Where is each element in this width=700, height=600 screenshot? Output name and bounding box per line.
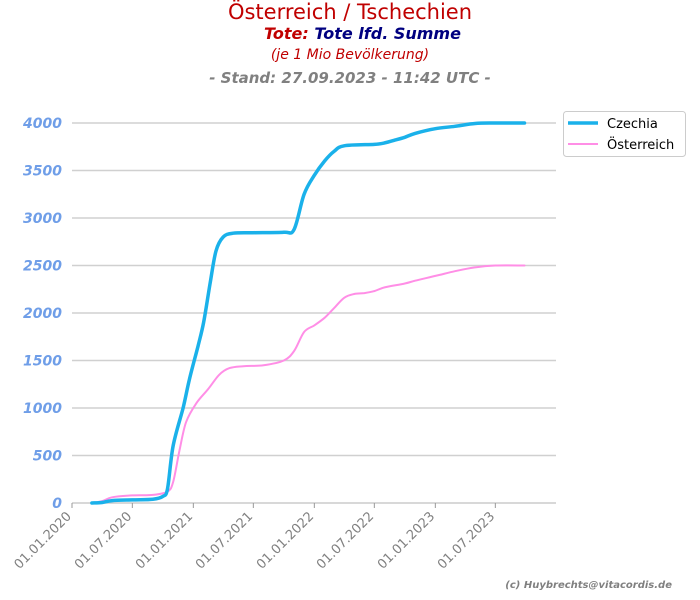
x-tick-label: 01.07.2023 — [435, 509, 498, 572]
y-tick-label: 500 — [33, 449, 62, 465]
x-tick-label: 01.07.2021 — [193, 509, 256, 572]
legend-label: Österreich — [607, 136, 674, 153]
x-axis: 01.01.202001.07.202001.01.202101.07.2021… — [12, 502, 556, 572]
subtitle-main: Tote lfd. Summe — [314, 24, 461, 43]
series-line-czechia — [90, 121, 527, 505]
y-tick-label: 4000 — [22, 116, 62, 132]
legend: Czechia Österreich — [563, 111, 686, 157]
legend-label: Czechia — [607, 117, 658, 132]
y-axis: 0 500 1000 1500 2000 2500 3000 3500 4000 — [22, 116, 62, 512]
y-tick-label: 3500 — [23, 164, 62, 180]
series-group — [90, 121, 527, 505]
y-tick-label: 1000 — [23, 401, 62, 417]
chart-subtitle: Tote: Tote lfd. Summe — [0, 24, 700, 43]
y-tick-label: 2000 — [23, 306, 62, 322]
chart-title: Österreich / Tschechien — [227, 0, 473, 24]
x-tick-label: 01.07.2020 — [72, 509, 135, 572]
series-line-oesterreich — [90, 264, 526, 504]
x-tick-label: 01.01.2023 — [375, 509, 438, 572]
y-tick-label: 0 — [52, 496, 62, 512]
copyright: (c) Huybrechts@vitacordis.de — [505, 580, 672, 591]
y-tick-label: 1500 — [23, 354, 62, 370]
subtitle-prefix: Tote: — [264, 24, 309, 43]
chart-note: (je 1 Mio Bevölkerung) — [270, 47, 430, 63]
y-tick-label: 3000 — [23, 211, 62, 227]
x-tick-label: 01.01.2021 — [133, 509, 196, 572]
x-tick-label: 01.01.2020 — [12, 509, 75, 572]
y-tick-label: 2500 — [23, 259, 62, 275]
grid-lines — [72, 122, 556, 504]
x-tick-label: 01.01.2022 — [254, 509, 317, 572]
chart-stand: - Stand: 27.09.2023 - 11:42 UTC - — [209, 69, 491, 87]
x-tick-label: 01.07.2022 — [314, 509, 377, 572]
